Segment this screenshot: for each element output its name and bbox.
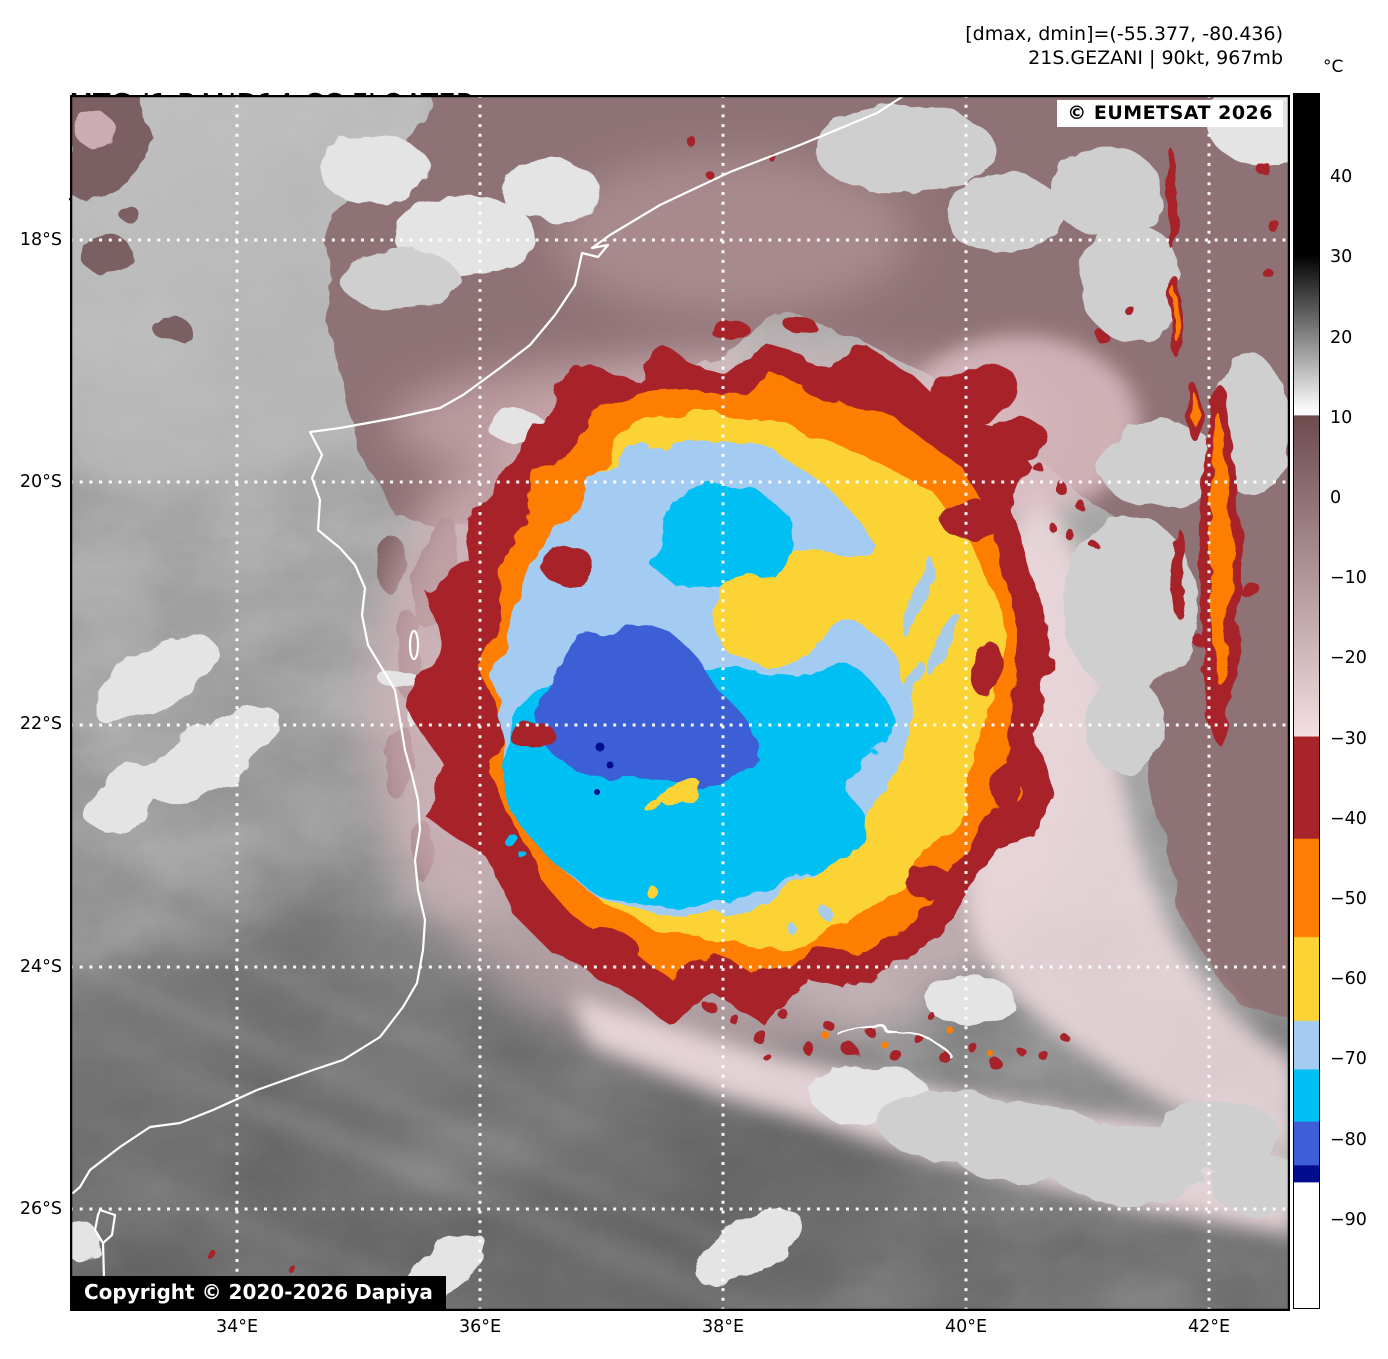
colorbar-tick-labels: 40 30 20 10 0 −10 −20 −30 −40 −50 −60 −70 −80 −90 xyxy=(1330,93,1386,1309)
lon-tick-label: 34°E xyxy=(215,1317,259,1337)
provider-badge: © EUMETSAT 2026 xyxy=(1057,100,1283,127)
colorbar-unit-label: °C xyxy=(1323,57,1344,77)
colorbar-tick-label: −40 xyxy=(1330,808,1367,829)
colorbar-tick-label: 30 xyxy=(1330,247,1353,268)
copyright-badge: Copyright © 2020-2026 Dapiya xyxy=(71,1276,446,1309)
darkred-blotches-in-ring xyxy=(510,317,1019,1010)
colorbar-tick-label: 40 xyxy=(1330,167,1353,188)
satellite-image-panel: © EUMETSAT 2026 Copyright © 2020-2026 Da… xyxy=(70,95,1290,1311)
navy-coldest-specks xyxy=(594,742,683,795)
header-info: [dmax, dmin]=(-55.377, -80.436) 21S.GEZA… xyxy=(965,22,1283,70)
satellite-image xyxy=(70,95,1290,1311)
yellow-center-slivers xyxy=(645,783,775,938)
lon-tick-label: 38°E xyxy=(701,1317,745,1337)
dmax-dmin-readout: [dmax, dmin]=(-55.377, -80.436) xyxy=(965,23,1283,45)
lightblue-filaments-east xyxy=(783,556,958,930)
coastline-mainland xyxy=(71,95,907,1195)
colorbar-tick-label: −80 xyxy=(1330,1129,1367,1150)
lon-tick-label: 36°E xyxy=(458,1317,502,1337)
colorbar-tick-label: −30 xyxy=(1330,728,1367,749)
colorbar-tick-label: −50 xyxy=(1330,889,1367,909)
colorbar-tick-label: 0 xyxy=(1330,488,1342,508)
red-arc-southeast xyxy=(838,1027,952,1059)
cyan-upper-blob xyxy=(645,482,798,590)
colorbar-tick-label: −70 xyxy=(1330,1049,1367,1070)
temperature-colorbar xyxy=(1293,93,1320,1309)
storm-id-intensity: 21S.GEZANI | 90kt, 967mb xyxy=(1028,47,1283,69)
royal-blue-coldest xyxy=(539,629,759,790)
cumulus-clouds xyxy=(70,95,1290,1297)
lon-tick-label: 42°E xyxy=(1187,1317,1231,1337)
lat-tick-label: 20°S xyxy=(19,472,62,492)
colorbar-tick-label: −20 xyxy=(1330,648,1367,669)
colorbar-tick-label: 10 xyxy=(1330,407,1353,428)
nw-bright-cloud-area xyxy=(70,95,420,495)
plot-border xyxy=(70,95,1290,1311)
storm-cdo xyxy=(412,317,1058,1023)
lat-tick-label: 22°S xyxy=(19,714,62,734)
lat-tick-label: 24°S xyxy=(19,957,62,977)
orange-speckles-south xyxy=(821,1026,993,1056)
lon-tick-label: 40°E xyxy=(944,1317,988,1337)
colorbar-tick-label: 20 xyxy=(1330,327,1353,348)
colorbar-tick-label: −60 xyxy=(1330,969,1367,990)
colorbar-tick-label: −10 xyxy=(1330,568,1367,589)
sw-streak-clouds xyxy=(70,866,798,1311)
lat-tick-label: 18°S xyxy=(19,230,62,250)
coastline-island xyxy=(408,629,420,661)
colorbar-tick-label: −90 xyxy=(1330,1209,1367,1230)
lat-tick-label: 26°S xyxy=(19,1199,62,1219)
